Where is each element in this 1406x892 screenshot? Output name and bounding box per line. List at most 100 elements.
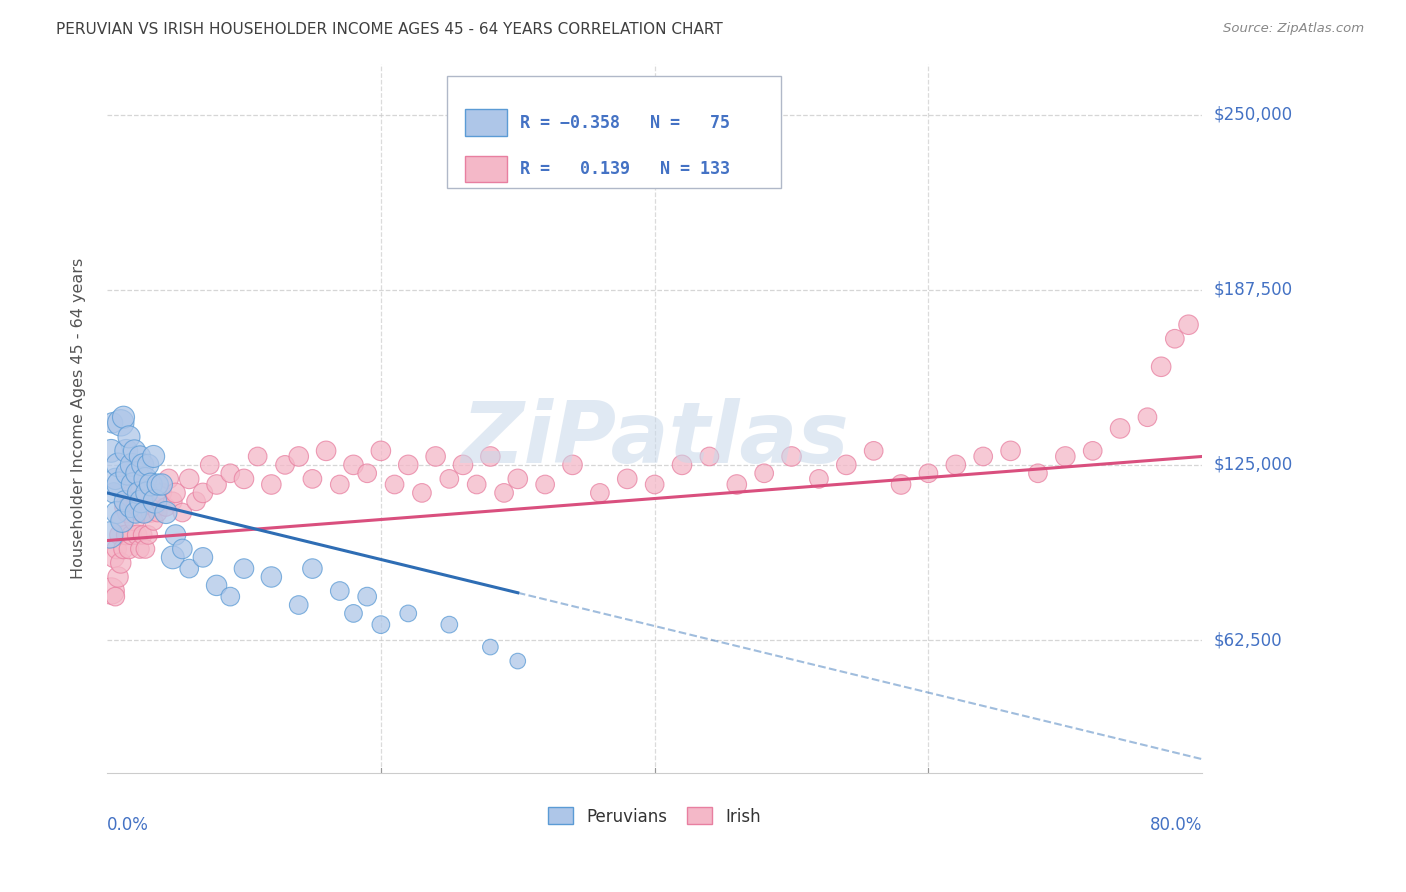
Point <box>110 416 132 430</box>
Point <box>616 472 638 486</box>
Point <box>101 416 124 430</box>
Point <box>115 443 138 458</box>
Point <box>370 443 392 458</box>
Point <box>198 458 221 472</box>
Point <box>127 467 149 481</box>
Point <box>155 500 177 514</box>
Point <box>1150 359 1173 374</box>
Point <box>1054 450 1077 464</box>
Point <box>287 598 309 612</box>
Point <box>342 607 364 621</box>
Point <box>890 477 912 491</box>
Point <box>835 458 858 472</box>
Point <box>465 477 488 491</box>
Point <box>122 486 145 500</box>
Point <box>142 514 165 528</box>
Point <box>1177 318 1199 332</box>
Point <box>104 472 127 486</box>
Point <box>118 541 141 556</box>
Point <box>128 494 150 508</box>
Point <box>1164 332 1187 346</box>
Point <box>103 550 125 565</box>
Point <box>589 486 612 500</box>
Point <box>917 467 939 481</box>
Point <box>233 472 256 486</box>
Point <box>1081 443 1104 458</box>
Text: $62,500: $62,500 <box>1213 631 1282 649</box>
Point <box>179 472 201 486</box>
Point <box>179 561 201 575</box>
Point <box>135 506 157 520</box>
FancyBboxPatch shape <box>447 76 780 188</box>
Point <box>104 590 127 604</box>
Point <box>129 541 152 556</box>
Point <box>370 617 392 632</box>
Point <box>117 506 139 520</box>
Point <box>100 443 122 458</box>
Point <box>342 458 364 472</box>
Text: $187,500: $187,500 <box>1213 281 1292 299</box>
Point <box>162 550 184 565</box>
Point <box>807 472 830 486</box>
Point <box>506 654 529 668</box>
Point <box>111 514 134 528</box>
Point <box>425 450 447 464</box>
Point <box>136 458 159 472</box>
Text: ZiPatlas: ZiPatlas <box>461 399 849 482</box>
Point <box>671 458 693 472</box>
Point <box>129 450 152 464</box>
Text: $125,000: $125,000 <box>1213 456 1292 474</box>
Point <box>1109 421 1132 435</box>
Point <box>451 458 474 472</box>
Point <box>260 570 283 584</box>
Point <box>128 486 150 500</box>
Point <box>494 486 516 500</box>
Point <box>108 477 131 491</box>
FancyBboxPatch shape <box>465 155 506 183</box>
Point <box>506 472 529 486</box>
Text: R = −0.358   N =   75: R = −0.358 N = 75 <box>520 114 730 132</box>
Point <box>411 486 433 500</box>
Point <box>162 494 184 508</box>
Point <box>219 590 242 604</box>
Point <box>150 486 173 500</box>
Point <box>862 443 884 458</box>
Point <box>534 477 557 491</box>
Point <box>301 561 323 575</box>
Point <box>125 500 148 514</box>
Point <box>146 477 169 491</box>
Point <box>131 458 153 472</box>
Point <box>396 607 419 621</box>
Point <box>98 528 121 542</box>
Point <box>131 528 153 542</box>
Point <box>155 506 177 520</box>
Point <box>100 584 122 599</box>
Point <box>184 494 207 508</box>
Point <box>315 443 337 458</box>
Point <box>108 528 131 542</box>
Point <box>105 541 128 556</box>
Point <box>396 458 419 472</box>
Point <box>439 617 461 632</box>
Point <box>134 541 156 556</box>
Point <box>132 494 155 508</box>
Point <box>118 430 141 444</box>
Point <box>165 486 187 500</box>
Point <box>121 528 143 542</box>
Point <box>752 467 775 481</box>
Point <box>725 477 748 491</box>
Point <box>945 458 967 472</box>
Point <box>274 458 297 472</box>
Point <box>114 500 136 514</box>
Point <box>107 458 129 472</box>
Point <box>146 506 169 520</box>
Point <box>132 506 155 520</box>
Point <box>120 494 142 508</box>
Point <box>439 472 461 486</box>
Point <box>561 458 583 472</box>
Point <box>246 450 269 464</box>
Point <box>139 477 162 491</box>
Point <box>479 640 502 654</box>
Point <box>356 467 378 481</box>
Point <box>129 494 152 508</box>
